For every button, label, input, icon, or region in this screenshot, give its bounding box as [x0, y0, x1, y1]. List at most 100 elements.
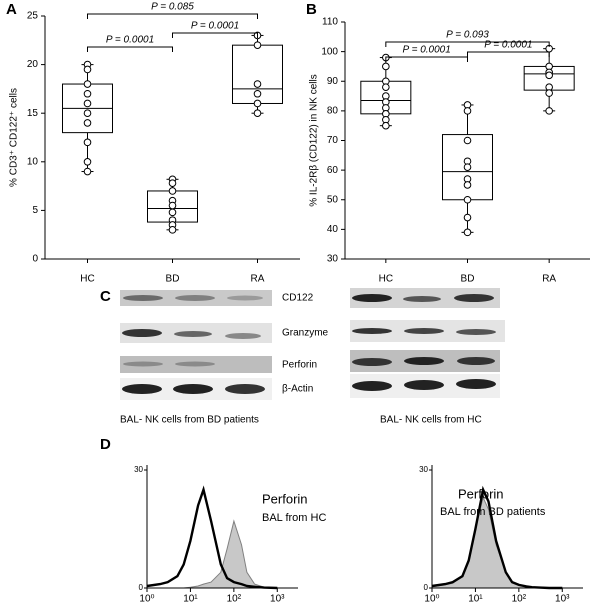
y-tick-label: 90 [327, 76, 339, 87]
p-value: P = 0.0001 [106, 35, 154, 46]
data-point [83, 80, 92, 88]
data-point [382, 83, 390, 91]
x-tick-label: 10³ [270, 594, 285, 604]
data-point [83, 138, 92, 147]
data-point [545, 71, 553, 80]
data-point [168, 208, 177, 217]
blot-caption: BAL- NK cells from BD patients [120, 415, 259, 426]
data-point [83, 99, 92, 108]
p-value: P = 0.085 [151, 2, 194, 13]
y-tick-label: 10 [27, 156, 39, 167]
p-value: P = 0.0001 [484, 40, 532, 51]
bracket [172, 32, 258, 38]
data-point [253, 89, 262, 98]
bracket [467, 51, 550, 57]
data-point [463, 181, 472, 189]
data-point [253, 109, 262, 117]
p-value: P = 0.0001 [403, 45, 451, 56]
bracket [87, 46, 173, 52]
blot-label: Perforin [282, 360, 317, 371]
y-axis-label: % CD3⁺ CD122⁺ cells [9, 88, 20, 187]
data-point [382, 62, 390, 71]
y-axis-label: % IL-2Rβ (CD122) in NK cells [309, 74, 320, 206]
data-point [83, 65, 92, 74]
annotation: BAL from HC [262, 512, 326, 524]
y-tick-label: 5 [32, 205, 38, 216]
y-tick-label: 30 [327, 254, 339, 265]
blot-right [350, 288, 505, 398]
x-tick-label: RA [251, 274, 265, 285]
y-tick-label: 25 [27, 11, 39, 22]
data-point [253, 80, 262, 88]
y-tick-label: 0 [424, 583, 429, 592]
y-tick-label: 100 [321, 46, 338, 57]
y-tick-label: 30 [419, 465, 428, 474]
data-point [463, 195, 472, 204]
y-tick-label: 50 [327, 194, 339, 205]
x-tick-label: 10¹ [183, 594, 198, 604]
data-point [463, 163, 472, 171]
blot-caption: BAL- NK cells from HC [380, 415, 482, 426]
y-tick-label: 40 [327, 224, 339, 235]
blot-label: β-Actin [282, 384, 313, 395]
data-point [83, 89, 92, 98]
area-fill [432, 497, 563, 588]
y-tick-label: 0 [32, 254, 38, 265]
annotation: Perforin [458, 486, 504, 501]
y-tick-label: 110 [322, 17, 338, 28]
data-point [382, 121, 390, 130]
y-tick-label: 60 [327, 165, 339, 176]
x-tick-label: HC [379, 274, 393, 285]
y-tick-label: 0 [139, 583, 144, 592]
data-point [545, 107, 553, 115]
data-point [253, 41, 262, 49]
x-tick-label: 10⁰ [424, 594, 439, 604]
blot-label: Granzyme [282, 328, 329, 339]
data-point [83, 167, 92, 176]
x-tick-label: 10³ [555, 594, 570, 604]
bracket [385, 56, 468, 62]
data-point [168, 187, 177, 195]
x-tick-label: 10⁰ [139, 594, 154, 604]
data-point [253, 99, 262, 108]
y-tick-label: 70 [327, 135, 339, 146]
bracket [87, 13, 258, 19]
data-point [83, 119, 92, 127]
data-point [463, 107, 472, 115]
data-point [463, 136, 472, 145]
annotation: BAL from BD patients [440, 506, 546, 518]
p-value: P = 0.093 [446, 30, 489, 41]
panel-label: A [6, 1, 17, 18]
data-point [463, 213, 472, 222]
bracket [385, 41, 550, 47]
y-tick-label: 20 [27, 59, 39, 70]
blot-left [120, 290, 272, 400]
data-point [463, 228, 472, 237]
x-tick-label: RA [542, 274, 556, 285]
x-tick-label: BD [166, 274, 180, 285]
annotation: Perforin [262, 491, 308, 506]
data-point [83, 158, 92, 166]
x-tick-label: BD [461, 274, 475, 285]
histogram-line [431, 485, 563, 590]
y-tick-label: 80 [327, 106, 339, 117]
y-tick-label: 15 [27, 108, 39, 119]
p-value: P = 0.0001 [191, 21, 239, 32]
y-tick-label: 30 [134, 465, 143, 474]
data-point [168, 201, 177, 210]
x-tick-label: 10¹ [468, 594, 483, 604]
histogram-line [146, 485, 278, 590]
panel-label: D [100, 436, 111, 453]
x-tick-label: 10² [227, 594, 242, 604]
data-point [168, 226, 177, 234]
data-point [83, 109, 92, 117]
panel-label: B [306, 1, 317, 18]
x-tick-label: HC [80, 274, 94, 285]
blot-label: CD122 [282, 293, 314, 304]
data-point [545, 89, 553, 97]
data-point [168, 179, 177, 187]
x-tick-label: 10² [512, 594, 527, 604]
area-fill [147, 521, 278, 588]
